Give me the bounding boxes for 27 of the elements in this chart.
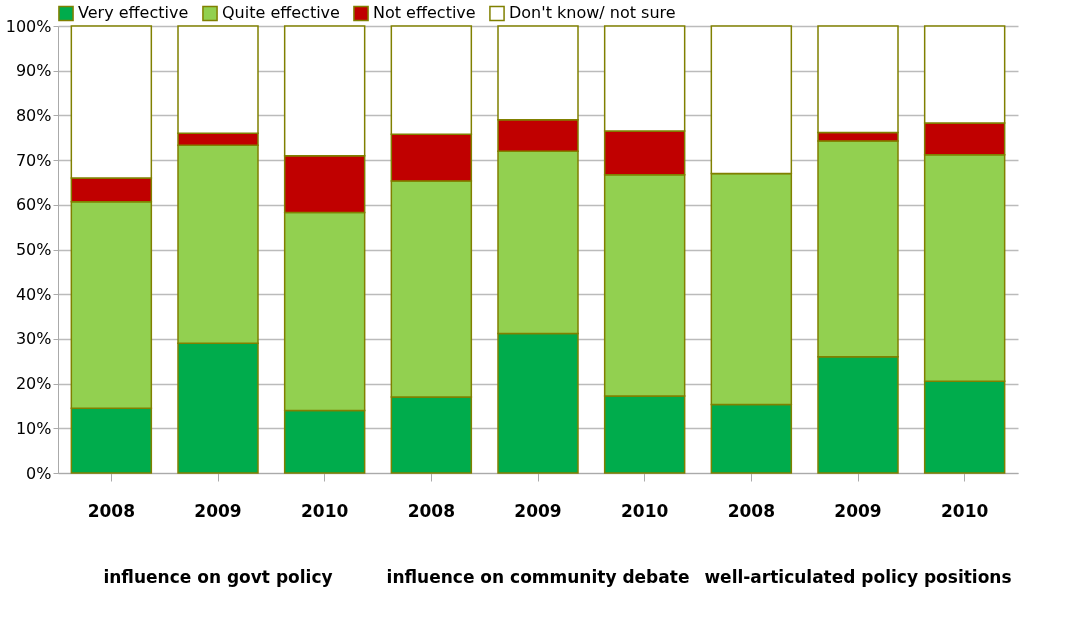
text: influence on community debate — [386, 567, 690, 587]
x-tick-label: 2008 — [407, 500, 455, 521]
y-tick-label: 40% — [15, 284, 52, 304]
y-tick-label: 90% — [15, 61, 52, 81]
y-tick-label: 50% — [15, 240, 52, 259]
y-tick-label: 30% — [15, 329, 52, 349]
text: influence on govt policy — [103, 567, 333, 587]
y-tick-label: 20% — [15, 374, 52, 394]
x-tick-label: 2008 — [727, 500, 775, 521]
y-tick-label: 0% — [26, 463, 52, 483]
x-tick-label: 2009 — [834, 500, 882, 521]
y-tick-label: 70% — [15, 150, 52, 170]
y-tick-label: 100% — [5, 16, 52, 36]
legend-label: Don't know/ not sure — [509, 3, 676, 23]
y-tick-label: 60% — [15, 195, 52, 215]
x-tick-label: 2010 — [621, 500, 669, 521]
x-tick-label: 2010 — [941, 500, 989, 521]
x-tick-label: 2010 — [301, 500, 349, 521]
y-tick-label: 80% — [15, 105, 52, 125]
text: well-articulated policy positions — [704, 567, 1012, 587]
x-tick-label: 2009 — [514, 500, 562, 521]
legend-label: Not effective — [373, 3, 476, 23]
legend-label: Quite effective — [222, 3, 340, 23]
y-tick-label: 10% — [15, 418, 52, 438]
x-tick-label: 2008 — [87, 500, 135, 521]
x-tick-label: 2009 — [194, 500, 242, 521]
legend-label: Very effective — [78, 3, 189, 23]
